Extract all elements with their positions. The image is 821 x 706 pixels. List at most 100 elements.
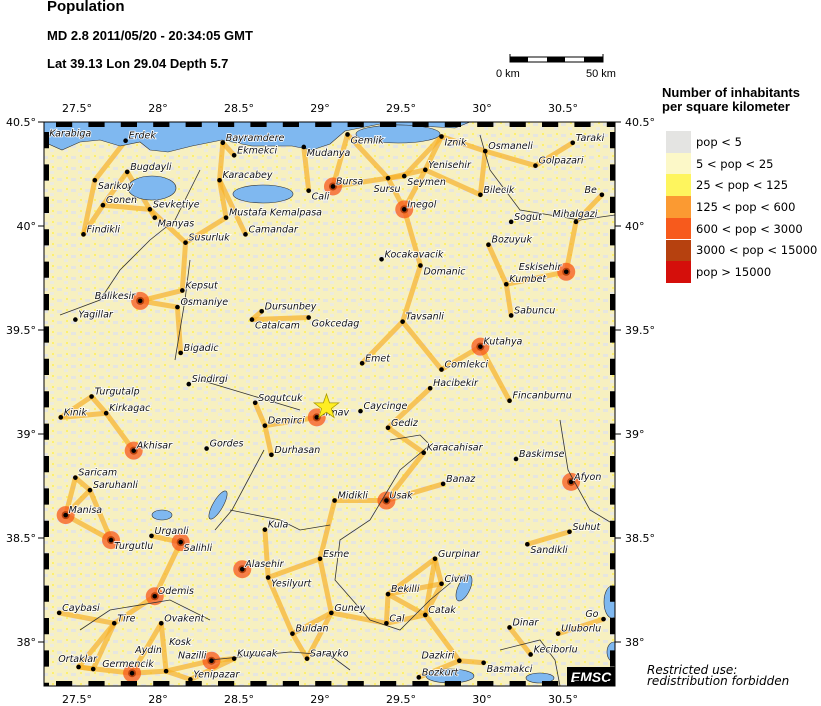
city-label: Civril xyxy=(445,574,469,585)
city-dot xyxy=(330,184,336,189)
road xyxy=(400,263,423,325)
city-dot xyxy=(401,173,407,179)
city-bigadic: Bigadic xyxy=(178,342,220,356)
road xyxy=(400,319,444,373)
city-label: Sogut xyxy=(514,212,543,223)
city-label: Karabiga xyxy=(49,129,91,140)
city-dot xyxy=(567,529,572,535)
city-label: Caybasi xyxy=(62,603,100,614)
road xyxy=(87,487,114,543)
event-info: MD 2.8 2011/05/20 - 20:34:05 GMT xyxy=(47,28,253,43)
city-label: Mihalgazi xyxy=(553,209,598,220)
city-tavsanli: Tavsanli xyxy=(400,311,445,324)
city-dot xyxy=(573,219,579,225)
city-label: Kepsut xyxy=(185,280,219,291)
city-dot xyxy=(504,281,509,287)
city-dot xyxy=(58,415,64,420)
city-cali: Cali xyxy=(306,188,331,203)
city-baskimse: Baskimse xyxy=(513,448,565,462)
city-sarikoy: Sarikoy xyxy=(92,177,134,193)
lon-tick-label: 28° xyxy=(148,693,168,706)
city-dot xyxy=(262,423,268,428)
city-dot xyxy=(599,192,605,198)
city-label: Tire xyxy=(117,613,135,624)
city-bursa: Bursa xyxy=(330,176,364,189)
city-dot xyxy=(147,207,153,212)
city-label: Catalcam xyxy=(255,321,300,332)
city-label: Sandikli xyxy=(530,545,568,556)
city-dot xyxy=(439,134,444,139)
city-catalcam: Catalcam xyxy=(249,317,301,332)
city-label: Yenipazar xyxy=(193,669,240,680)
legend-item: pop > 15000 xyxy=(666,261,771,283)
city-usak: Usak xyxy=(384,490,414,503)
legend-item: 600 < pop < 3000 xyxy=(666,217,803,240)
city-dot xyxy=(317,556,323,562)
city-dot xyxy=(416,675,422,680)
city-ortaklar: Ortaklar xyxy=(57,653,99,670)
city-label: Keciborlu xyxy=(534,644,578,655)
city-karacabey: Karacabey xyxy=(217,169,274,183)
city-sogutcuk: Sogutcuk xyxy=(252,392,304,406)
road xyxy=(482,148,538,169)
city-gordes: Gordes xyxy=(204,438,244,451)
lon-tick-label: 30° xyxy=(472,102,492,115)
city-dot xyxy=(73,475,78,480)
lat-tick-label: 39° xyxy=(17,428,37,441)
road xyxy=(163,668,193,682)
city-gonen: Gonen xyxy=(100,194,138,208)
city-label: Go xyxy=(585,609,598,620)
city-label: Camandar xyxy=(248,224,298,235)
city-dot xyxy=(163,668,169,674)
road xyxy=(328,610,389,626)
city-dot xyxy=(528,652,533,657)
city-label: Kocakavacik xyxy=(385,249,444,260)
city-kepsut: Kepsut xyxy=(180,280,220,293)
lat-tick-label: 38° xyxy=(625,636,645,649)
city-dot xyxy=(440,481,446,487)
city-comlekci: Comlekci xyxy=(439,359,489,372)
city-dot xyxy=(262,527,268,532)
scale-end-label: 50 km xyxy=(586,68,616,80)
city-label: Yenisehir xyxy=(428,160,472,171)
road xyxy=(422,134,444,173)
legend-swatch xyxy=(666,217,691,240)
city-label: Fincanburnu xyxy=(513,391,572,402)
legend-swatch xyxy=(666,261,691,283)
city-dot xyxy=(217,177,222,183)
city-emet: Emet xyxy=(359,353,392,366)
road xyxy=(456,658,487,666)
city-dot xyxy=(265,575,271,580)
road xyxy=(304,610,334,662)
city-label: Kirkagac xyxy=(109,403,151,414)
road xyxy=(416,658,462,680)
lon-tick-label: 29° xyxy=(310,693,330,706)
lat-tick-label: 38° xyxy=(17,636,37,649)
city-label: Erdek xyxy=(129,131,157,142)
city-durhasan: Durhasan xyxy=(269,444,321,458)
road xyxy=(477,148,488,198)
road xyxy=(252,400,268,429)
city-dinar: Dinar xyxy=(507,617,540,630)
city-label: Dursunbey xyxy=(265,301,317,312)
road xyxy=(383,591,391,626)
water-layer xyxy=(44,122,615,684)
legend-title: Number of inhabitants per square kilomet… xyxy=(662,86,800,114)
road xyxy=(89,394,109,416)
city-dot xyxy=(507,398,512,404)
city-label: Karacabey xyxy=(223,170,273,181)
city-label: Manisa xyxy=(69,505,103,516)
road xyxy=(422,581,444,618)
city-dot xyxy=(508,219,514,225)
city-fincanburnu: Fincanburnu xyxy=(507,390,572,404)
legend-item: 25 < pop < 125 xyxy=(666,174,788,197)
city-dot xyxy=(481,660,486,666)
lon-tick-label: 27.5° xyxy=(62,102,92,115)
city-label: Mustafa Kemalpasa xyxy=(229,208,322,219)
city-label: Hacibekir xyxy=(433,378,479,389)
road xyxy=(100,202,153,212)
city-dot xyxy=(152,593,158,599)
city-label: Ekmekci xyxy=(237,145,277,156)
road xyxy=(58,410,109,420)
city-dot xyxy=(231,656,237,661)
